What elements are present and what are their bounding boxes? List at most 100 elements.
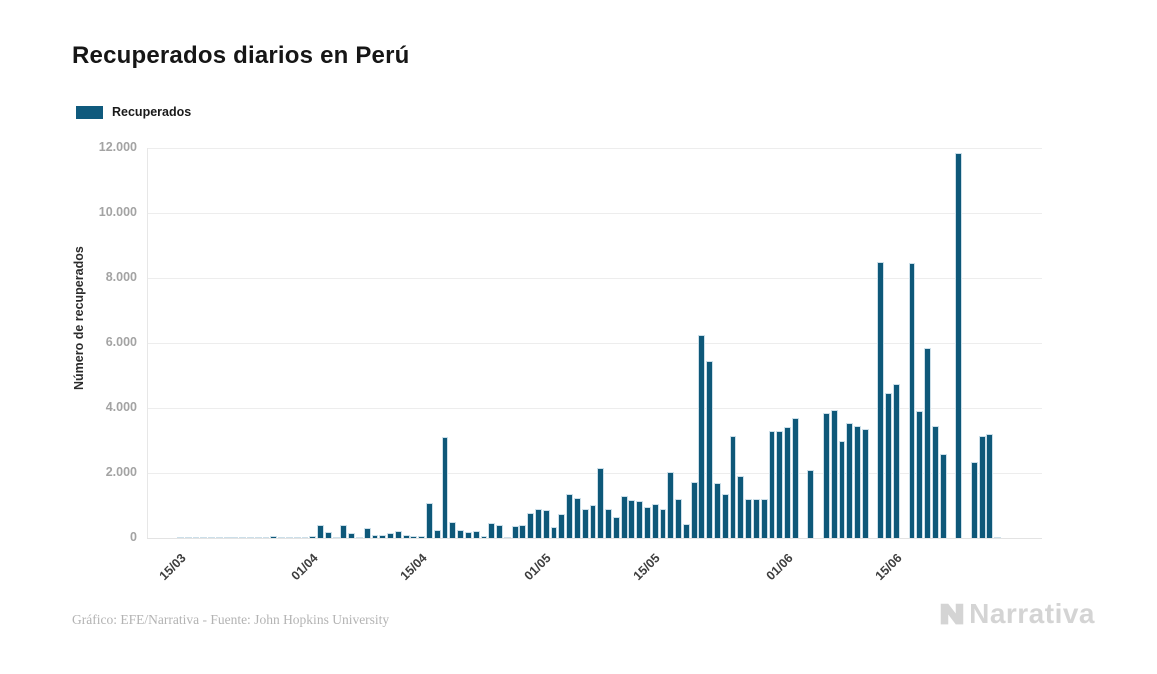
bar bbox=[682, 524, 690, 538]
bar bbox=[752, 499, 760, 538]
bar bbox=[480, 536, 488, 538]
bar bbox=[558, 513, 566, 538]
gridline bbox=[147, 538, 1042, 539]
bar bbox=[970, 461, 978, 538]
x-tick-label: 01/05 bbox=[522, 550, 555, 584]
bar bbox=[200, 537, 208, 538]
bar bbox=[340, 525, 348, 538]
bar bbox=[535, 508, 542, 538]
bar bbox=[986, 434, 994, 538]
bar bbox=[620, 495, 628, 538]
bar bbox=[363, 528, 371, 538]
y-tick-label: 8.000 bbox=[105, 270, 137, 284]
bar bbox=[768, 430, 776, 538]
bar bbox=[270, 536, 278, 538]
bar bbox=[262, 537, 270, 538]
bar bbox=[714, 483, 721, 538]
legend-label: Recuperados bbox=[112, 105, 192, 119]
bar bbox=[643, 507, 651, 538]
bar bbox=[612, 516, 620, 538]
bar bbox=[651, 504, 659, 538]
bar bbox=[371, 534, 379, 538]
gridline bbox=[147, 148, 1042, 149]
bar bbox=[791, 417, 799, 538]
bar bbox=[690, 481, 698, 538]
narrativa-logo: Narrativa bbox=[937, 598, 1095, 630]
bar bbox=[931, 425, 939, 538]
x-tick-label: 01/04 bbox=[288, 550, 321, 584]
bar bbox=[426, 502, 433, 538]
narrativa-logo-text: Narrativa bbox=[969, 598, 1095, 629]
bar bbox=[861, 429, 869, 538]
y-tick-label: 10.000 bbox=[98, 205, 137, 219]
bar bbox=[418, 536, 426, 538]
x-tick-label: 15/06 bbox=[872, 550, 905, 584]
bar bbox=[247, 537, 254, 538]
bar bbox=[877, 262, 885, 538]
bar bbox=[550, 526, 558, 538]
bar bbox=[488, 523, 496, 538]
bar bbox=[519, 525, 527, 538]
bar bbox=[698, 335, 706, 538]
x-tick-label: 15/03 bbox=[156, 550, 189, 584]
legend-swatch bbox=[76, 105, 103, 119]
y-tick-label: 12.000 bbox=[98, 140, 137, 154]
bar bbox=[893, 383, 900, 538]
bar bbox=[854, 425, 861, 538]
x-tick-label: 15/05 bbox=[631, 550, 664, 584]
bar bbox=[597, 467, 605, 538]
bar bbox=[278, 536, 286, 538]
bar bbox=[978, 435, 986, 538]
bar bbox=[581, 508, 589, 538]
bar bbox=[441, 437, 449, 538]
bar bbox=[472, 530, 480, 538]
bar bbox=[503, 537, 511, 538]
y-tick-label: 0 bbox=[130, 530, 137, 544]
gridline bbox=[147, 473, 1042, 474]
bar bbox=[729, 435, 737, 538]
bar bbox=[675, 499, 682, 538]
bar bbox=[239, 537, 247, 538]
gridline bbox=[147, 408, 1042, 409]
bar bbox=[838, 440, 846, 538]
y-tick-label: 6.000 bbox=[105, 335, 137, 349]
bar bbox=[566, 494, 574, 538]
bar bbox=[628, 499, 636, 538]
bar bbox=[659, 508, 667, 538]
bar bbox=[449, 522, 457, 538]
gridline bbox=[147, 278, 1042, 279]
bar bbox=[285, 537, 293, 538]
bar bbox=[527, 512, 535, 538]
bar bbox=[636, 500, 644, 538]
bar bbox=[589, 504, 597, 538]
bar bbox=[830, 409, 838, 538]
bar bbox=[433, 529, 441, 538]
bar bbox=[706, 360, 714, 538]
bar bbox=[464, 531, 472, 538]
bar bbox=[215, 537, 223, 538]
gridline bbox=[147, 343, 1042, 344]
y-tick-label: 4.000 bbox=[105, 400, 137, 414]
bar bbox=[223, 537, 231, 538]
bar bbox=[807, 469, 815, 538]
chart-title: Recuperados diarios en Perú bbox=[72, 42, 410, 69]
bar bbox=[348, 533, 356, 538]
bar bbox=[846, 422, 854, 538]
bar bbox=[387, 533, 395, 538]
bar bbox=[410, 536, 418, 538]
bar bbox=[356, 537, 363, 538]
y-axis-title: Número de recuperados bbox=[72, 246, 86, 390]
bar bbox=[776, 430, 784, 538]
bar bbox=[511, 526, 519, 538]
bar bbox=[784, 426, 791, 538]
bar bbox=[994, 536, 1002, 538]
bar bbox=[908, 263, 916, 538]
bar bbox=[496, 524, 503, 538]
bar bbox=[324, 532, 332, 538]
x-tick-label: 15/04 bbox=[397, 550, 430, 584]
bar bbox=[573, 498, 581, 538]
bar bbox=[231, 537, 239, 538]
bar bbox=[301, 537, 309, 538]
bar bbox=[721, 493, 729, 538]
